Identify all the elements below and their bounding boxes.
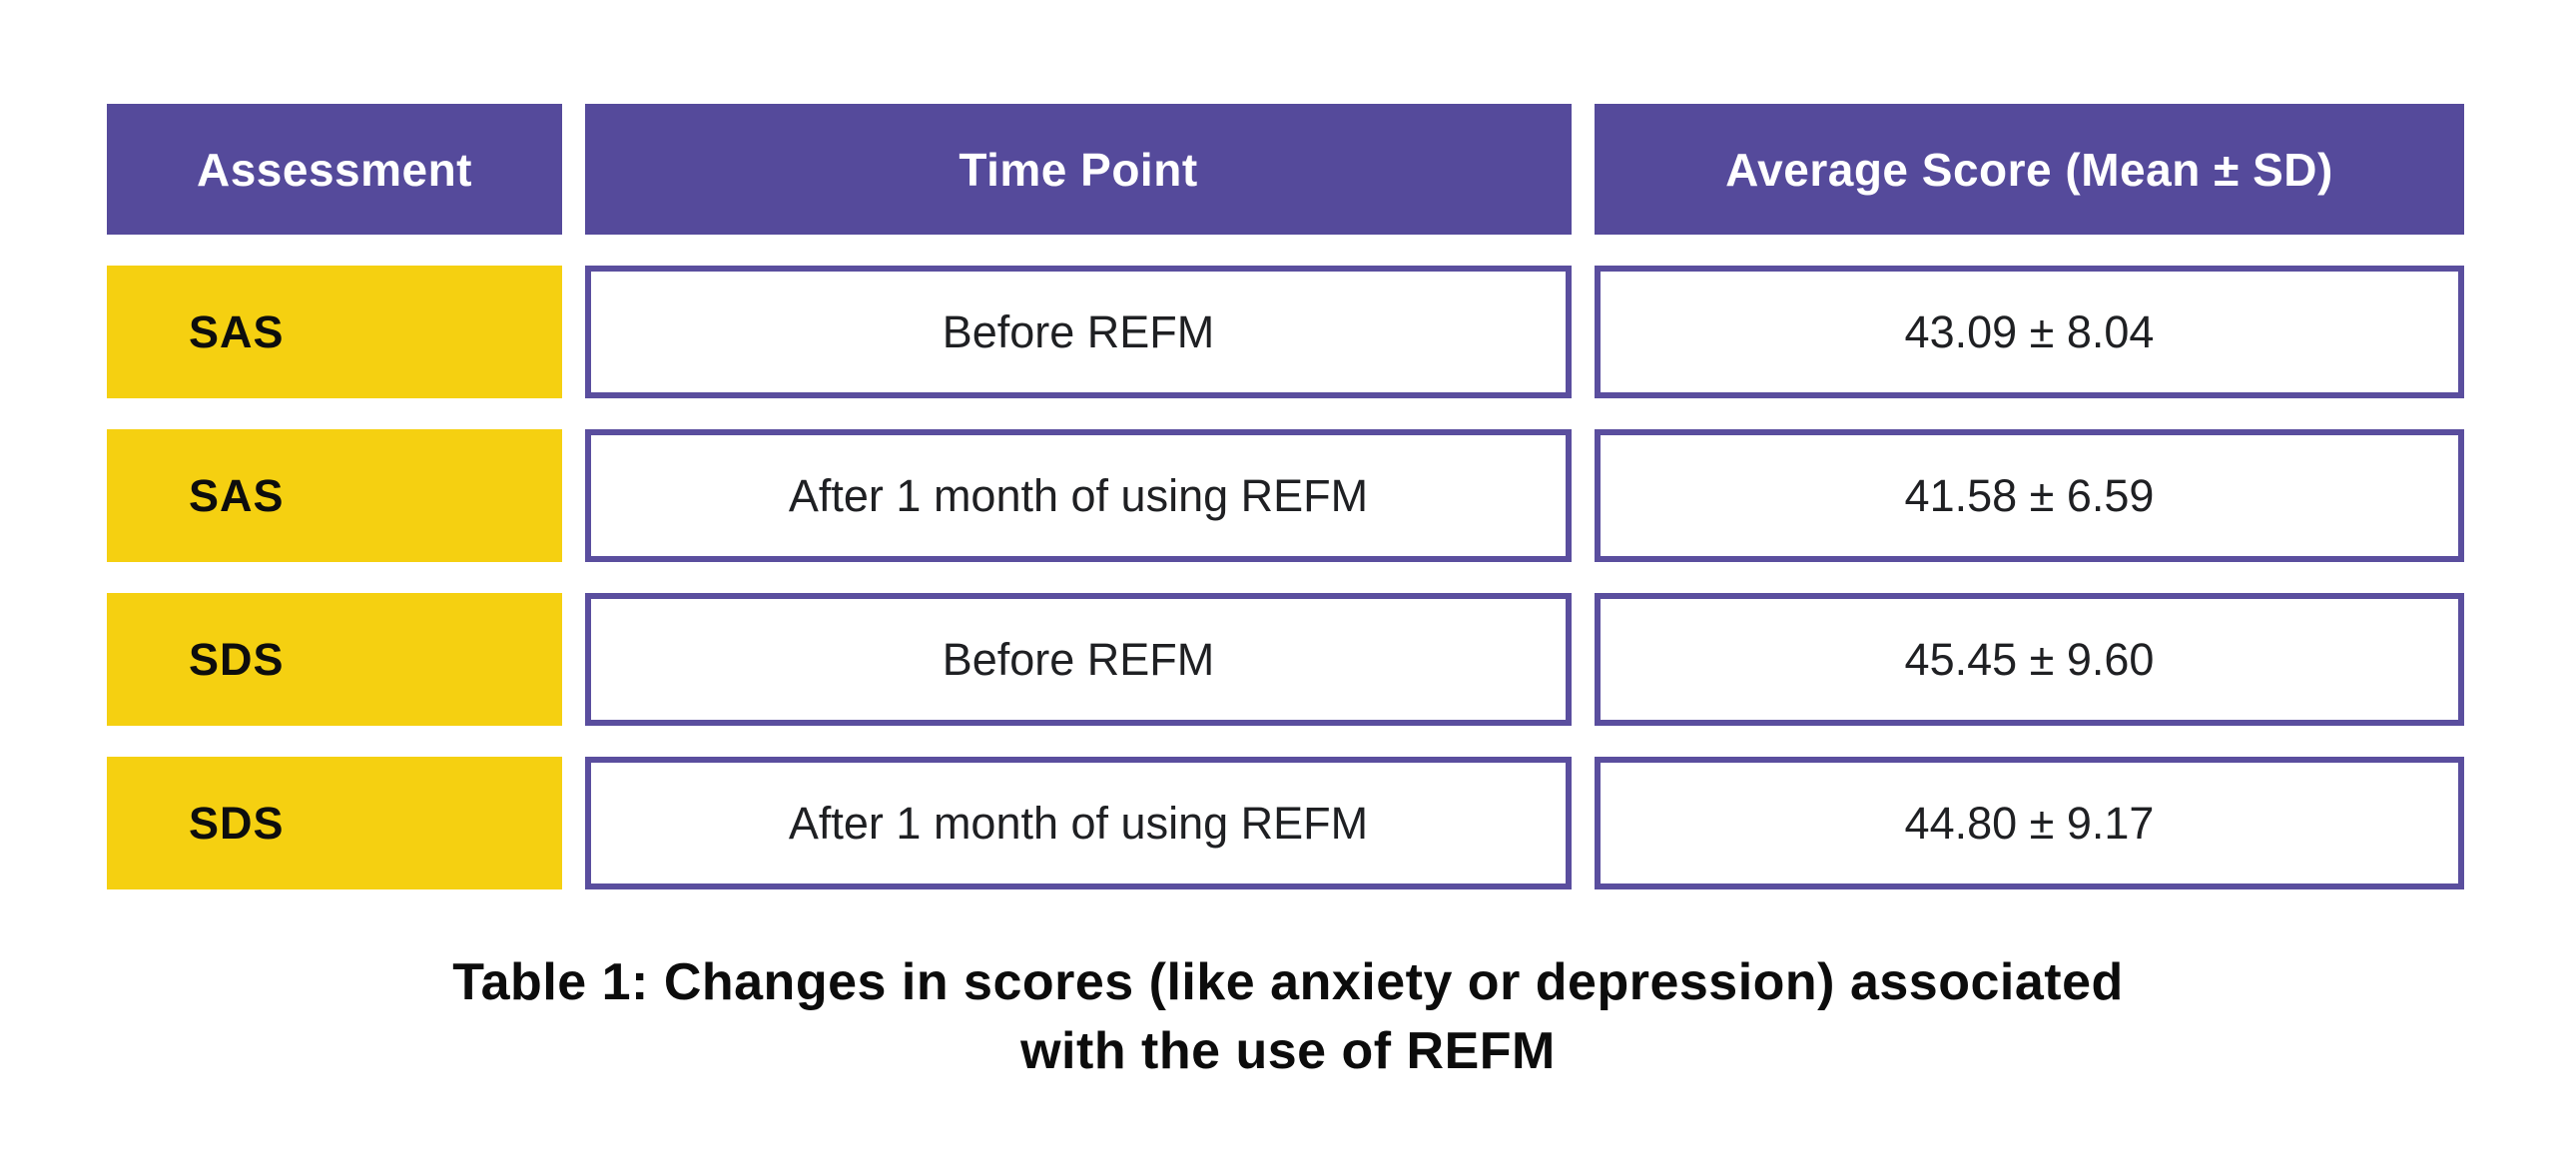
time-point-cell-row3: Before REFM bbox=[585, 593, 1572, 726]
column-header-assessment: Assessment bbox=[107, 104, 562, 235]
score-cell-row4: 44.80 ± 9.17 bbox=[1595, 757, 2464, 889]
scores-table: Assessment Time Point Average Score (Mea… bbox=[107, 104, 2464, 889]
assessment-cell-row3: SDS bbox=[107, 593, 562, 726]
time-point-cell-row1: Before REFM bbox=[585, 266, 1572, 398]
caption-line-2: with the use of REFM bbox=[1020, 1022, 1556, 1080]
time-point-cell-row2: After 1 month of using REFM bbox=[585, 429, 1572, 562]
score-cell-row3: 45.45 ± 9.60 bbox=[1595, 593, 2464, 726]
score-cell-row2: 41.58 ± 6.59 bbox=[1595, 429, 2464, 562]
column-header-time-point: Time Point bbox=[585, 104, 1572, 235]
column-header-average-score: Average Score (Mean ± SD) bbox=[1595, 104, 2464, 235]
table-caption: Table 1: Changes in scores (like anxiety… bbox=[0, 948, 2576, 1086]
assessment-cell-row2: SAS bbox=[107, 429, 562, 562]
time-point-cell-row4: After 1 month of using REFM bbox=[585, 757, 1572, 889]
score-cell-row1: 43.09 ± 8.04 bbox=[1595, 266, 2464, 398]
caption-line-1: Table 1: Changes in scores (like anxiety… bbox=[452, 953, 2124, 1011]
assessment-cell-row4: SDS bbox=[107, 757, 562, 889]
assessment-cell-row1: SAS bbox=[107, 266, 562, 398]
